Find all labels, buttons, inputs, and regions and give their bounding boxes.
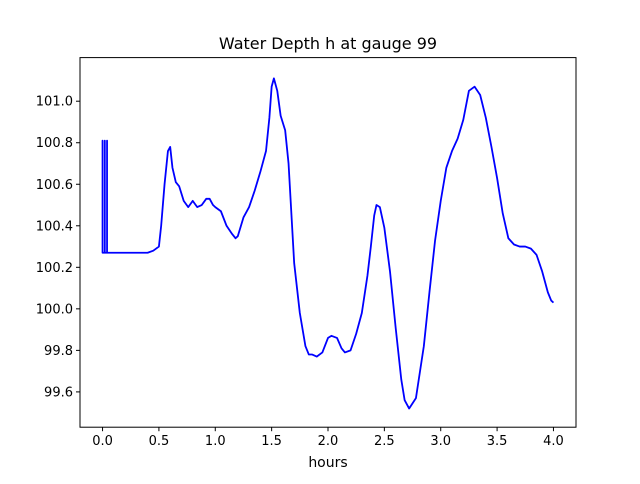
plot-area-frame	[79, 57, 577, 428]
y-tick-label: 99.6	[44, 385, 73, 400]
y-axis-ticks: 99.6 99.8 100.0 100.2 100.4 100.6 100.8 101.0	[36, 95, 80, 400]
y-tick-label: 101.0	[36, 95, 73, 110]
x-tick-label: 0.0	[92, 434, 113, 449]
chart-title: Water Depth h at gauge 99	[219, 34, 437, 53]
x-tick-label: 1.5	[261, 434, 282, 449]
x-tick-label: 3.0	[430, 434, 451, 449]
x-axis-ticks: 0.0 0.5 1.0 1.5 2.0 2.5 3.0 3.5 4.0	[92, 427, 564, 449]
x-axis-label: hours	[308, 455, 347, 471]
y-tick-label: 100.4	[36, 219, 73, 234]
y-tick-label: 100.8	[36, 136, 73, 151]
x-tick-label: 3.5	[487, 434, 508, 449]
y-tick-label: 100.6	[36, 178, 73, 193]
y-tick-label: 99.8	[44, 344, 73, 359]
x-tick-label: 1.0	[205, 434, 226, 449]
y-tick-label: 100.0	[36, 302, 73, 317]
x-tick-label: 0.5	[149, 434, 170, 449]
y-tick-label: 100.2	[36, 261, 73, 276]
x-tick-label: 2.0	[318, 434, 339, 449]
x-tick-label: 2.5	[374, 434, 395, 449]
x-tick-label: 4.0	[543, 434, 564, 449]
water-depth-line	[101, 77, 555, 410]
